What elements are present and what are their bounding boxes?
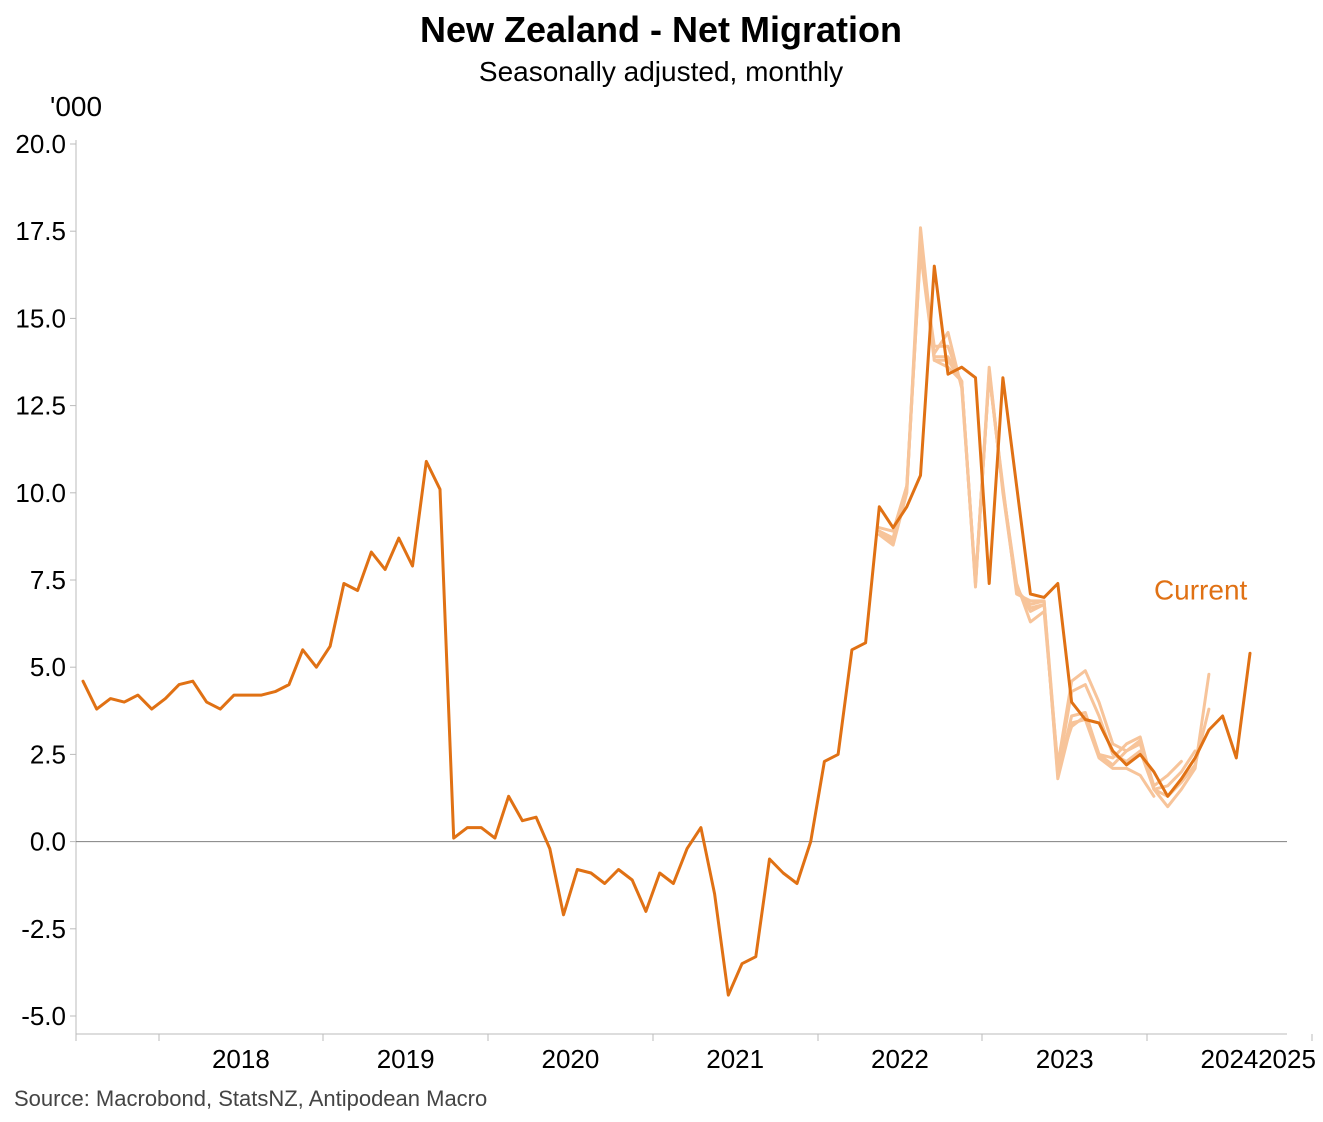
y-tick-label: -5.0 bbox=[21, 1001, 66, 1031]
y-tick-label: -2.5 bbox=[21, 914, 66, 944]
y-axis: -5.0 -2.5 0.0 2.5 5.0 7.5 10.0 12.5 15.0 17.5 20.0 bbox=[15, 129, 77, 1034]
source-note: Source: Macrobond, StatsNZ, Antipodean M… bbox=[14, 1086, 487, 1111]
y-tick-label: 17.5 bbox=[15, 216, 66, 246]
vintage-series-line bbox=[877, 247, 1197, 791]
y-unit-label: '000 bbox=[50, 91, 102, 122]
x-tick-label: 2024 bbox=[1201, 1044, 1259, 1074]
x-tick-label: 2022 bbox=[871, 1044, 929, 1074]
x-tick-label: 2021 bbox=[706, 1044, 764, 1074]
x-tick-label: 2018 bbox=[212, 1044, 270, 1074]
y-tick-label: 0.0 bbox=[30, 827, 66, 857]
y-tick-label: 20.0 bbox=[15, 129, 66, 159]
current-label: Current bbox=[1154, 574, 1248, 605]
y-tick-label: 5.0 bbox=[30, 652, 66, 682]
vintage-series-line bbox=[877, 226, 1156, 798]
y-tick-label: 7.5 bbox=[30, 565, 66, 595]
y-tick-label: 10.0 bbox=[15, 478, 66, 508]
x-tick-label: 2025 bbox=[1258, 1044, 1316, 1074]
current-line bbox=[81, 264, 1252, 997]
current-series-line bbox=[81, 264, 1252, 997]
chart-title: New Zealand - Net Migration bbox=[420, 9, 902, 50]
vintage-series-line bbox=[877, 243, 1211, 798]
y-tick-label: 2.5 bbox=[30, 739, 66, 769]
y-tick-label: 15.0 bbox=[15, 303, 66, 333]
y-tick-label: 12.5 bbox=[15, 391, 66, 421]
chart-subtitle: Seasonally adjusted, monthly bbox=[479, 56, 843, 87]
x-tick-label: 2019 bbox=[377, 1044, 435, 1074]
vintage-series-line bbox=[877, 240, 1183, 788]
x-tick-label: 2023 bbox=[1036, 1044, 1094, 1074]
x-axis: 2018 2019 2020 2021 2022 2023 2024 2025 bbox=[75, 1033, 1316, 1074]
x-tick-label: 2020 bbox=[541, 1044, 599, 1074]
vintage-lines bbox=[877, 226, 1211, 809]
